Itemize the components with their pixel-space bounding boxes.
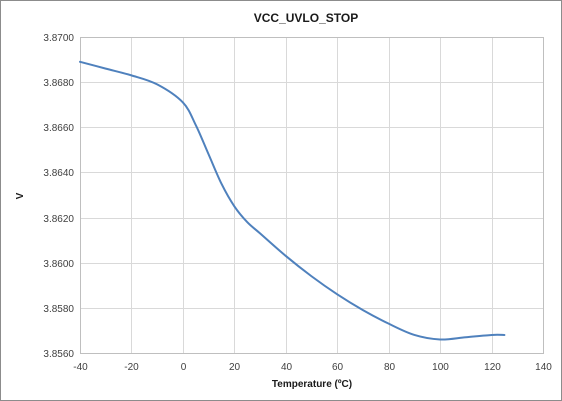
series-line — [79, 60, 506, 341]
y-tick-label: 3.8560 — [43, 349, 74, 360]
y-axis-ticks: 3.8560 3.8580 3.8600 3.8620 3.8640 3.8660 3.86… — [43, 33, 74, 360]
x-tick-label: 20 — [229, 362, 241, 373]
x-tick-label: 0 — [181, 362, 187, 373]
x-tick-label: 80 — [384, 362, 396, 373]
series-layer — [79, 60, 506, 341]
x-tick-label: -20 — [124, 362, 139, 373]
y-tick-label: 3.8600 — [43, 259, 74, 270]
y-tick-label: 3.8660 — [43, 123, 74, 134]
x-tick-label: -40 — [73, 362, 88, 373]
chart-title: VCC_UVLO_STOP — [254, 11, 358, 25]
x-axis-title: Temperature (ºC) — [272, 379, 352, 390]
y-tick-label: 3.8680 — [43, 78, 74, 89]
y-tick-label: 3.8620 — [43, 214, 74, 225]
x-tick-label: 140 — [535, 362, 552, 373]
y-tick-label: 3.8700 — [43, 33, 74, 44]
grid-lines — [80, 37, 544, 354]
x-tick-label: 100 — [432, 362, 449, 373]
x-tick-label: 60 — [332, 362, 344, 373]
y-axis-title: V — [15, 192, 26, 199]
plot-area-border — [80, 37, 544, 354]
y-tick-label: 3.8640 — [43, 168, 74, 179]
x-axis-ticks: -40 -20 0 20 40 60 80 100 120 140 — [73, 362, 552, 373]
x-tick-label: 40 — [281, 362, 293, 373]
y-tick-label: 3.8580 — [43, 304, 74, 315]
x-tick-label: 120 — [484, 362, 501, 373]
